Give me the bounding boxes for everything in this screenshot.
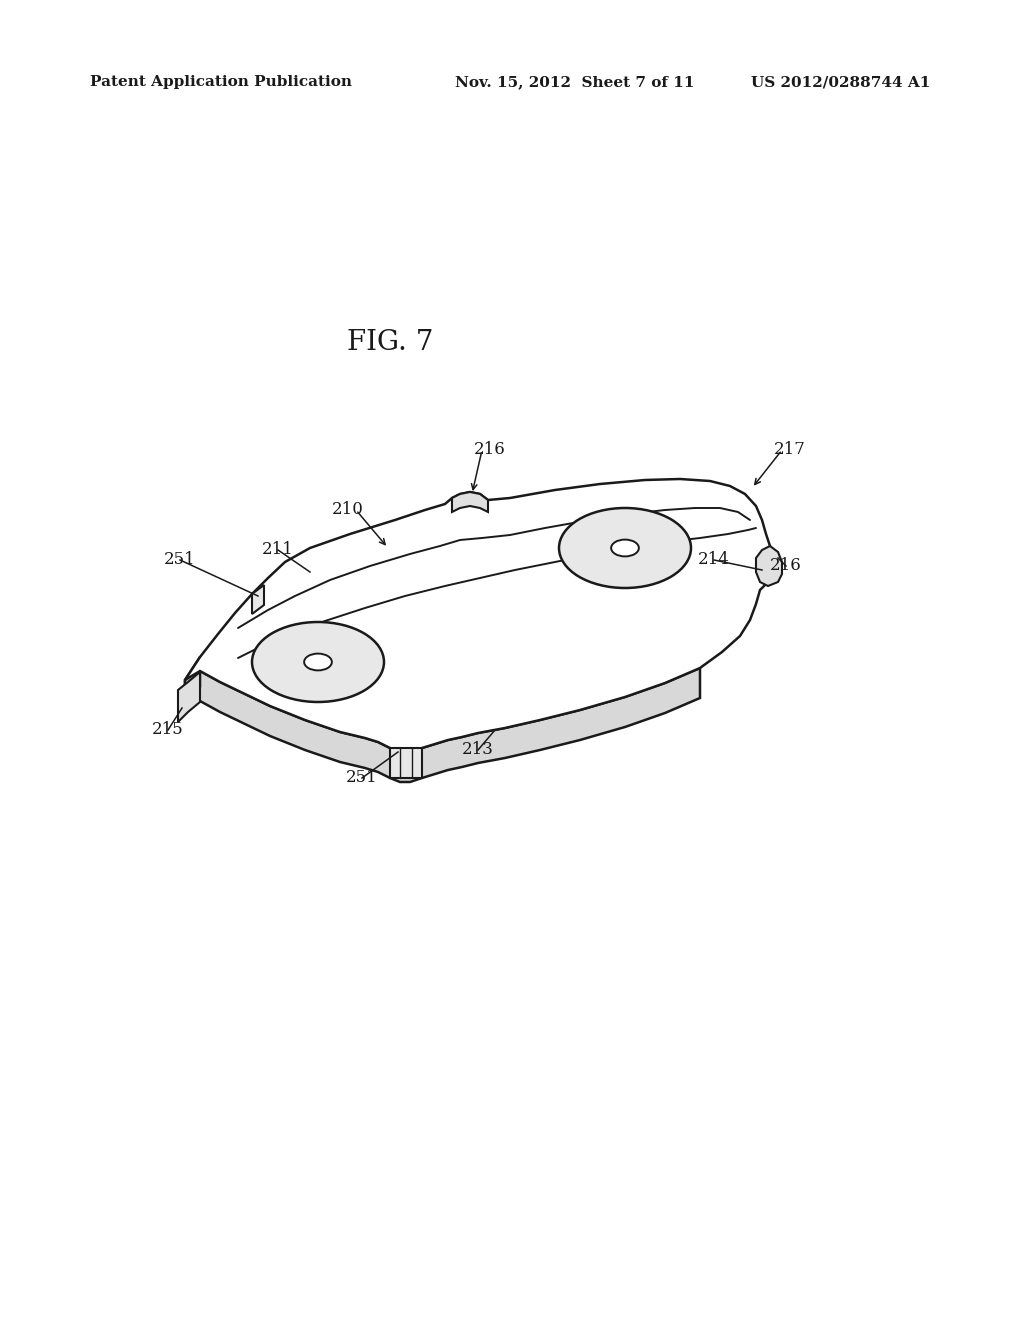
Ellipse shape (559, 508, 691, 587)
Text: 216: 216 (770, 557, 802, 574)
Polygon shape (185, 668, 700, 781)
Text: FIG. 7: FIG. 7 (347, 329, 433, 355)
Text: 215: 215 (153, 722, 184, 738)
Text: Patent Application Publication: Patent Application Publication (90, 75, 352, 88)
Polygon shape (178, 672, 200, 722)
Polygon shape (452, 492, 488, 512)
Text: 213: 213 (462, 742, 494, 759)
Ellipse shape (252, 622, 384, 702)
Polygon shape (185, 479, 774, 752)
Text: US 2012/0288744 A1: US 2012/0288744 A1 (751, 75, 930, 88)
Polygon shape (390, 748, 422, 777)
Text: 211: 211 (262, 541, 294, 558)
Ellipse shape (611, 540, 639, 557)
Ellipse shape (304, 653, 332, 671)
Polygon shape (185, 657, 200, 710)
Text: 251: 251 (164, 552, 196, 569)
Text: 214: 214 (698, 552, 730, 569)
Text: 210: 210 (332, 502, 364, 519)
Text: Nov. 15, 2012  Sheet 7 of 11: Nov. 15, 2012 Sheet 7 of 11 (455, 75, 694, 88)
Polygon shape (756, 546, 782, 586)
Text: 216: 216 (474, 441, 506, 458)
Text: 251: 251 (346, 770, 378, 787)
Polygon shape (252, 585, 264, 614)
Text: 217: 217 (774, 441, 806, 458)
